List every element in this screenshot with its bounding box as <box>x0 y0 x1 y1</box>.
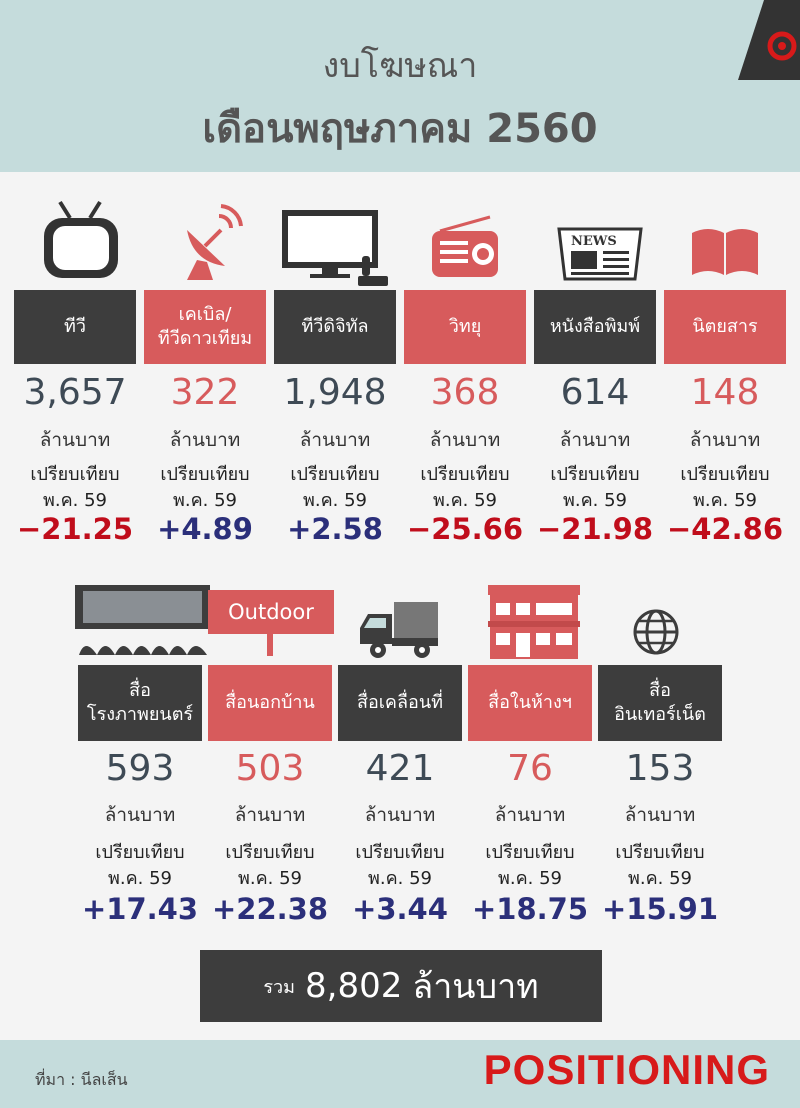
category-label-in-store: สื่อในห้างฯ <box>468 665 592 741</box>
unit-internet: ล้านบาท <box>624 804 696 826</box>
category-label-outdoor: สื่อนอกบ้าน <box>208 665 332 741</box>
total-value: 8,802 <box>305 966 403 1006</box>
unit-outdoor: ล้านบาท <box>234 804 306 826</box>
unit-newspaper: ล้านบาท <box>559 429 631 451</box>
store-icon <box>488 585 580 659</box>
category-label-magazine: นิตยสาร <box>664 290 786 364</box>
compare-text-cable-satellite: เปรียบเทียบ พ.ค. 59 <box>160 464 250 511</box>
unit-cinema: ล้านบาท <box>104 804 176 826</box>
compare-text-magazine: เปรียบเทียบ พ.ค. 59 <box>680 464 770 511</box>
compare-text-outdoor: เปรียบเทียบ พ.ค. 59 <box>225 842 315 889</box>
unit-cable-satellite: ล้านบาท <box>169 429 241 451</box>
unit-transit: ล้านบาท <box>364 804 436 826</box>
change-in-store: +18.75 <box>471 892 589 926</box>
radio-icon <box>432 215 498 277</box>
change-cinema: +17.43 <box>81 892 199 926</box>
change-radio: −25.66 <box>406 512 524 546</box>
change-transit: +3.44 <box>352 892 448 926</box>
magazine-icon <box>692 229 758 275</box>
outdoor-billboard-sign: Outdoor <box>208 590 334 634</box>
category-label-newspaper: หนังสือพิมพ์ <box>534 290 656 364</box>
unit-digital-tv: ล้านบาท <box>299 429 371 451</box>
globe-icon <box>633 609 679 655</box>
category-label-internet: สื่อ อินเทอร์เน็ต <box>598 665 722 741</box>
change-digital-tv: +2.58 <box>287 512 383 546</box>
truck-icon <box>360 602 438 658</box>
footer-bar <box>0 1040 800 1108</box>
value-magazine: 148 <box>690 372 760 413</box>
value-newspaper: 614 <box>560 372 630 413</box>
value-outdoor: 503 <box>235 748 305 789</box>
total-unit: ล้านบาท <box>412 967 539 1007</box>
change-internet: +15.91 <box>601 892 719 926</box>
value-radio: 368 <box>430 372 500 413</box>
header-banner <box>0 0 800 172</box>
value-tv: 3,657 <box>23 372 127 413</box>
compare-text-cinema: เปรียบเทียบ พ.ค. 59 <box>95 842 185 889</box>
source-note: ที่มา : นีลเส็น <box>35 1070 128 1089</box>
compare-text-tv: เปรียบเทียบ พ.ค. 59 <box>30 464 120 511</box>
svg-text:NEWS: NEWS <box>571 234 617 249</box>
change-tv: −21.25 <box>16 512 134 546</box>
compare-text-digital-tv: เปรียบเทียบ พ.ค. 59 <box>290 464 380 511</box>
change-magazine: −42.86 <box>666 512 784 546</box>
value-cinema: 593 <box>105 748 175 789</box>
value-in-store: 76 <box>507 748 553 789</box>
change-newspaper: −21.98 <box>536 512 654 546</box>
change-outdoor: +22.38 <box>211 892 329 926</box>
page-title-line1: งบโฆษณา <box>322 46 478 86</box>
value-cable-satellite: 322 <box>170 372 240 413</box>
value-digital-tv: 1,948 <box>283 372 387 413</box>
cinema-icon <box>75 585 210 655</box>
total-prefix: รวม <box>263 976 296 998</box>
tv-icon <box>44 200 118 278</box>
unit-in-store: ล้านบาท <box>494 804 566 826</box>
compare-text-radio: เปรียบเทียบ พ.ค. 59 <box>420 464 510 511</box>
newspaper-icon: NEWS <box>557 227 643 281</box>
brand-logo: POSITIONING <box>483 1046 770 1093</box>
compare-text-transit: เปรียบเทียบ พ.ค. 59 <box>355 842 445 889</box>
category-label-cable-satellite: เคเบิล/ ทีวีดาวเทียม <box>144 290 266 364</box>
category-label-tv: ทีวี <box>14 290 136 364</box>
compare-text-internet: เปรียบเทียบ พ.ค. 59 <box>615 842 705 889</box>
unit-radio: ล้านบาท <box>429 429 501 451</box>
digital-tv-icon <box>282 210 388 286</box>
page-title-line2: เดือนพฤษภาคม 2560 <box>202 106 598 152</box>
positioning-logo-icon <box>738 0 800 80</box>
category-label-radio: วิทยุ <box>404 290 526 364</box>
total-box: รวม 8,802 ล้านบาท <box>200 950 602 1022</box>
value-internet: 153 <box>625 748 695 789</box>
value-transit: 421 <box>365 748 435 789</box>
satellite-dish-icon <box>187 204 243 280</box>
billboard-post-icon <box>267 634 273 656</box>
category-label-digital-tv: ทีวีดิจิทัล <box>274 290 396 364</box>
compare-text-in-store: เปรียบเทียบ พ.ค. 59 <box>485 842 575 889</box>
unit-tv: ล้านบาท <box>39 429 111 451</box>
change-cable-satellite: +4.89 <box>157 512 253 546</box>
compare-text-newspaper: เปรียบเทียบ พ.ค. 59 <box>550 464 640 511</box>
unit-magazine: ล้านบาท <box>689 429 761 451</box>
category-label-transit: สื่อเคลื่อนที่ <box>338 665 462 741</box>
category-label-cinema: สื่อ โรงภาพยนตร์ <box>78 665 202 741</box>
